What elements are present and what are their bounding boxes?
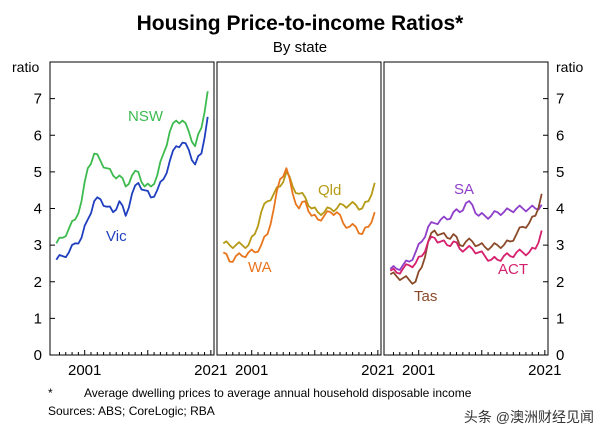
series-label-act: ACT: [498, 261, 528, 278]
series-label-vic: Vic: [106, 228, 127, 245]
y-tick-label-left: 5: [34, 164, 42, 181]
y-axis-label-right: ratio: [556, 59, 583, 75]
x-tick-label: 2021: [194, 362, 227, 379]
x-tick-label: 2001: [235, 362, 268, 379]
panel-frame-1: [49, 61, 215, 356]
y-tick-label-left: 4: [34, 201, 42, 218]
sources: Sources: ABS; CoreLogic; RBA: [48, 404, 215, 418]
x-tick-label: 2001: [402, 362, 435, 379]
series-labels: NSW Vic Qld WA SA Tas ACT: [106, 108, 528, 305]
axis-ticks: 0 0 1 1 2 2 3 3 4 4 5 5 6 6 7 7 2001 2021 2001 2021 2001 2021: [34, 91, 565, 379]
y-tick-label-left: 7: [34, 91, 42, 108]
y-tick-label-right: 6: [556, 127, 564, 144]
y-tick-label-left: 1: [34, 310, 42, 327]
y-tick-label-left: 2: [34, 274, 42, 291]
y-tick-label-right: 4: [556, 201, 564, 218]
y-tick-label-right: 7: [556, 91, 564, 108]
y-tick-label-left: 3: [34, 237, 42, 254]
series-line-nsw: [55, 91, 209, 244]
series-label-qld: Qld: [318, 182, 341, 199]
chart-subtitle: By state: [273, 39, 327, 56]
y-tick-label-right: 3: [556, 237, 564, 254]
y-tick-label-right: 0: [556, 347, 564, 364]
footnote: Average dwelling prices to average annua…: [84, 386, 472, 400]
series-line-vic: [55, 116, 209, 261]
series-line-tas: [389, 193, 543, 285]
series-lines: [55, 91, 543, 285]
x-tick-label: 2021: [528, 362, 561, 379]
y-tick-label-right: 2: [556, 274, 564, 291]
y-tick-label-right: 5: [556, 164, 564, 181]
x-tick-label: 2021: [361, 362, 394, 379]
y-axis-label-left: ratio: [12, 59, 39, 75]
y-tick-label-left: 6: [34, 127, 42, 144]
y-tick-label-left: 0: [34, 347, 42, 364]
watermark: 头条 @澳洲财经见闻: [464, 409, 594, 425]
series-label-wa: WA: [248, 259, 272, 276]
series-line-qld: [222, 170, 376, 250]
panel-frame-2: [216, 61, 382, 356]
x-tick-label: 2001: [68, 362, 101, 379]
series-label-sa: SA: [454, 181, 474, 198]
footnote-marker: *: [48, 386, 53, 400]
chart-title: Housing Price-to-income Ratios*: [137, 12, 465, 35]
series-line-wa: [222, 167, 376, 263]
series-label-tas: Tas: [414, 288, 437, 305]
y-tick-label-right: 1: [556, 310, 564, 327]
series-line-sa: [389, 200, 543, 271]
series-label-nsw: NSW: [128, 108, 164, 125]
series-line-act: [389, 230, 543, 275]
